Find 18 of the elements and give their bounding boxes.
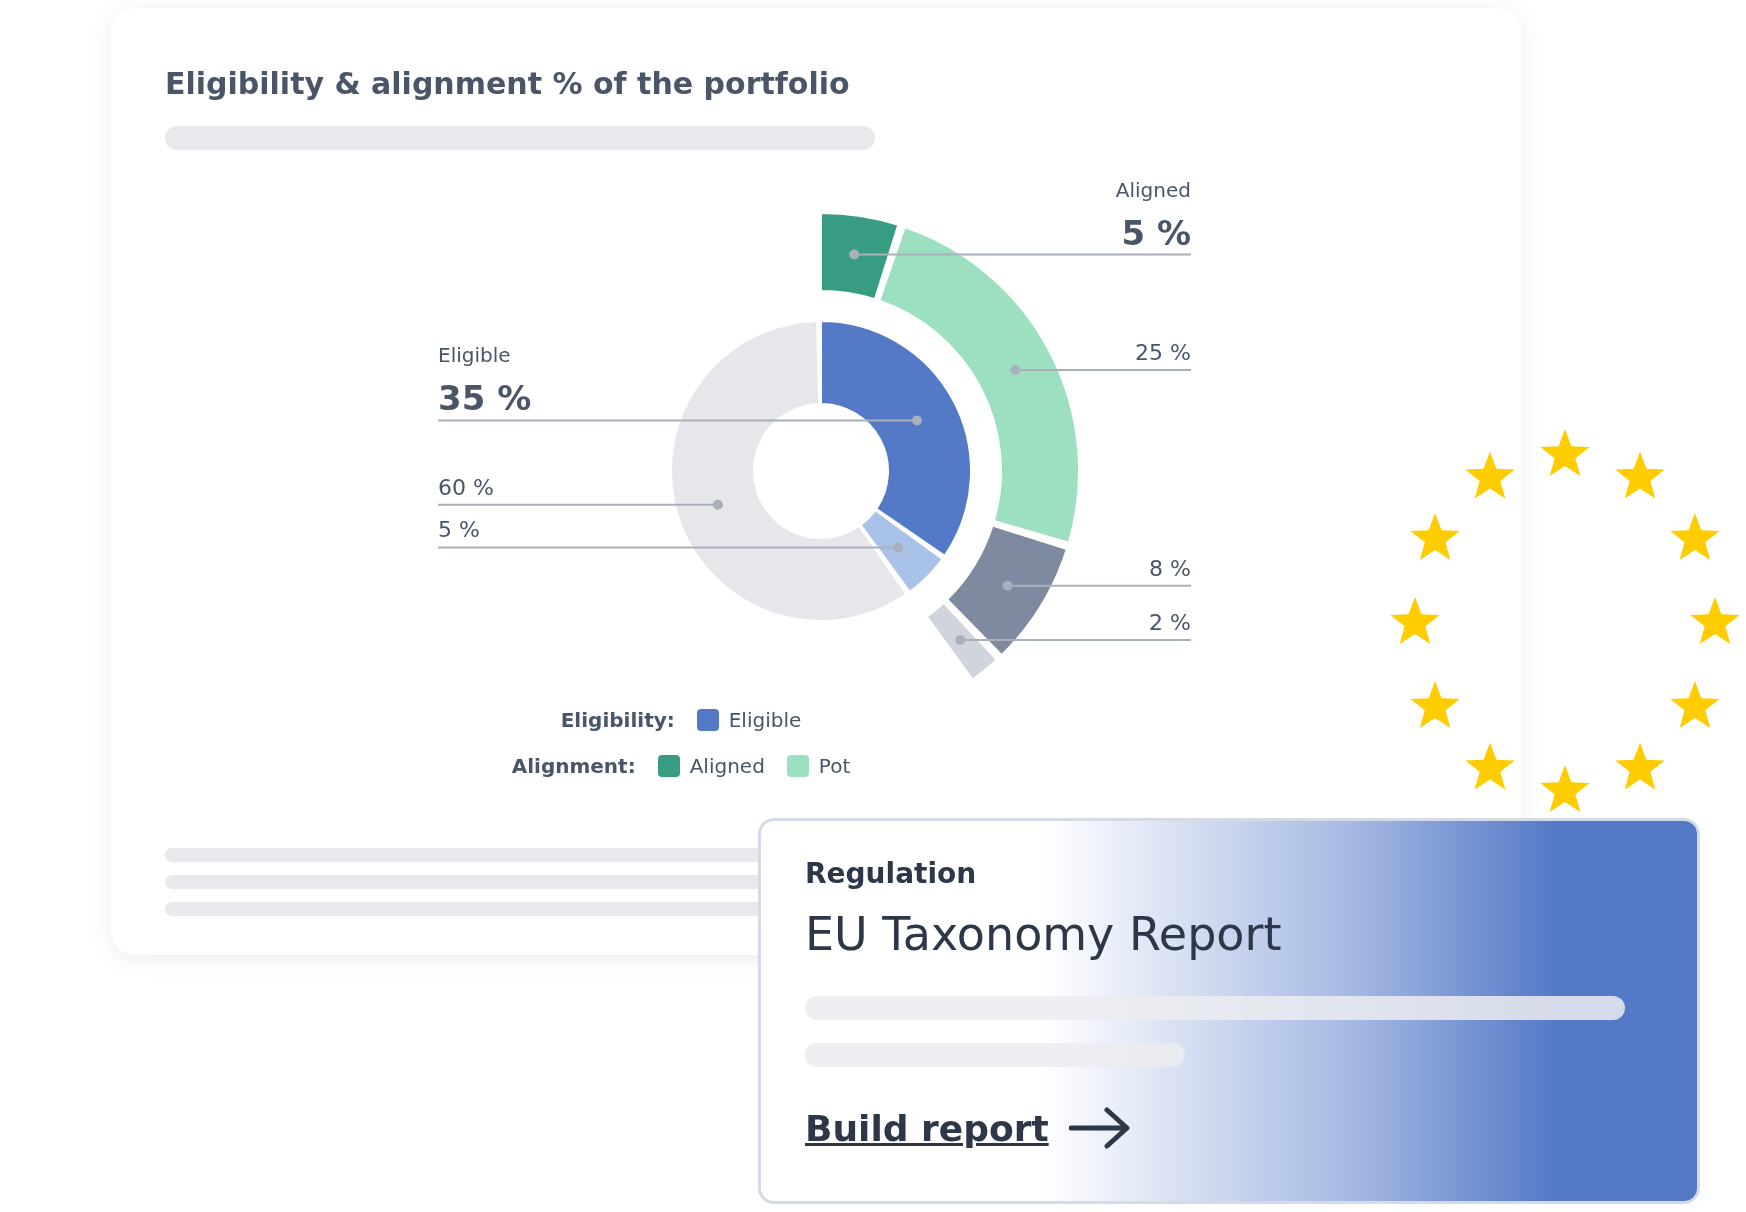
data-label: 2 %	[1149, 610, 1191, 636]
text: Regulation	[805, 857, 977, 890]
data-label: 8 %	[1149, 555, 1191, 581]
legend-label: Aligned	[689, 754, 765, 778]
legend-label: Pot	[818, 754, 851, 778]
data-label: 25 %	[1135, 339, 1191, 365]
legend-title: Eligibility:	[560, 708, 675, 732]
data-label: 5 %	[438, 517, 480, 543]
data-label: 5 %	[1121, 212, 1191, 253]
slice-label: Eligible	[438, 343, 511, 368]
chart-title: Eligibility & alignment % of the portfolio	[165, 66, 850, 101]
legend-title: Alignment:	[511, 754, 636, 778]
text: Build report	[805, 1107, 1049, 1149]
data-label: 35 %	[438, 378, 532, 419]
text: EU Taxonomy Report	[805, 907, 1282, 961]
data-label: 60 %	[438, 474, 494, 500]
legend-label: Eligible	[728, 708, 802, 732]
slice-label: Aligned	[1115, 177, 1191, 202]
